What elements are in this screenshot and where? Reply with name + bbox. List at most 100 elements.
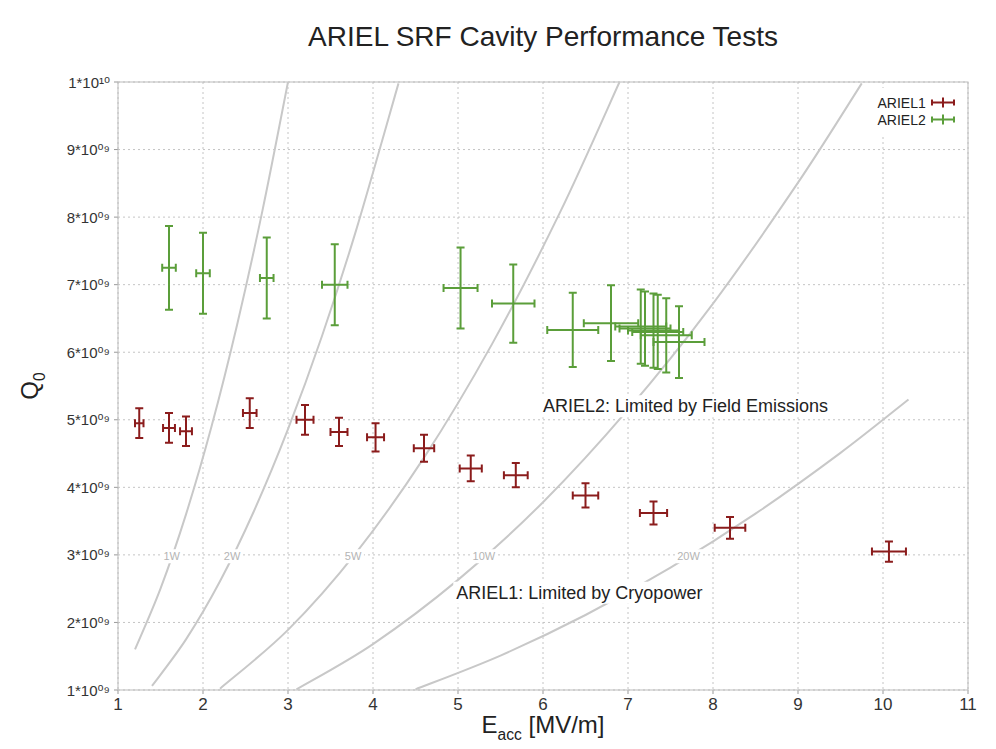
y-tick-label: 8*10⁰⁹ — [67, 209, 110, 226]
error-bar-x — [162, 264, 176, 272]
tick-y — [114, 82, 118, 83]
grid-line-x — [288, 82, 289, 690]
annotations: ARIEL2: Limited by Field Emissions ARIEL1… — [453, 395, 831, 603]
error-bar-x — [260, 274, 274, 282]
error-bar-x — [504, 471, 528, 479]
tick-y — [114, 217, 118, 218]
label-patch — [343, 549, 364, 563]
y-tick-label: 5*10⁰⁹ — [67, 411, 110, 428]
label-patch — [161, 549, 182, 563]
plot-frame — [118, 82, 968, 690]
tick-y — [114, 149, 118, 150]
error-bar-x — [872, 548, 906, 556]
label-patch — [222, 549, 243, 563]
title: ARIEL SRF Cavity Performance Tests — [308, 21, 778, 52]
text-part: Q — [16, 381, 43, 400]
error-bar-x — [641, 331, 692, 339]
text-part: [MV/m] — [522, 711, 605, 738]
error-bar-x — [180, 427, 192, 435]
power-line — [152, 83, 399, 686]
legend-swatch — [932, 98, 954, 108]
annotation-patch — [540, 395, 831, 417]
error-bar-x — [163, 424, 175, 432]
chart: 12345678910111*10⁰⁹2*10⁰⁹3*10⁰⁹4*10⁰⁹5*1… — [0, 0, 996, 749]
annotation: ARIEL1: Limited by Cryopower — [456, 583, 702, 603]
tick-x — [968, 690, 969, 694]
x-tick-label: 8 — [708, 695, 717, 714]
grid-line-y — [118, 554, 968, 555]
error-bar-x — [243, 409, 257, 417]
tick-x — [373, 690, 374, 694]
series-ariel2 — [162, 226, 704, 378]
error-bar-x — [297, 416, 314, 424]
legend-label: ARIEL2 — [878, 112, 926, 128]
x-tick-label: 5 — [453, 695, 462, 714]
power-line — [297, 83, 862, 689]
error-bar-x — [654, 338, 705, 346]
tick-x — [883, 690, 884, 694]
grid-line-x — [203, 82, 204, 690]
error-bar-x — [460, 464, 482, 472]
error-bar-x — [628, 327, 679, 335]
legend-box — [872, 88, 960, 134]
tick-x — [458, 690, 459, 694]
tick-x — [288, 690, 289, 694]
annotation-patch — [453, 582, 705, 604]
y-tick-label: 9*10⁰⁹ — [67, 141, 110, 158]
tick-y — [114, 352, 118, 353]
text-part: acc — [498, 726, 522, 743]
power-line-label: 10W — [473, 550, 496, 562]
y-tick-label: 4*10⁰⁹ — [67, 479, 110, 496]
error-bar-x — [715, 524, 746, 532]
power-line-labels: 1W2W5W10W20W — [161, 549, 702, 563]
y-tick-label: 3*10⁰⁹ — [67, 546, 110, 563]
y-tick-label: 1*10¹⁰ — [68, 74, 110, 91]
x-tick-label: 7 — [623, 695, 632, 714]
power-line-label: 5W — [345, 550, 362, 562]
error-bar-x — [196, 269, 210, 277]
annotation: ARIEL2: Limited by Field Emissions — [543, 396, 828, 416]
plot-area — [135, 82, 909, 689]
error-bar-x — [573, 491, 599, 499]
power-line-label: 2W — [224, 550, 241, 562]
grid-line-x — [883, 82, 884, 690]
y-tick-label: 6*10⁰⁹ — [67, 344, 110, 361]
tick-x — [798, 690, 799, 694]
tick-x — [118, 690, 119, 694]
grid-line-x — [798, 82, 799, 690]
error-bar-x — [135, 419, 144, 427]
series-ariel1 — [135, 398, 906, 561]
tick-labels: 12345678910111*10⁰⁹2*10⁰⁹3*10⁰⁹4*10⁰⁹5*1… — [67, 74, 977, 715]
y-tick-label: 2*10⁰⁹ — [67, 614, 110, 631]
label-patch — [471, 549, 498, 563]
power-line — [416, 400, 909, 690]
error-bar-x — [331, 428, 348, 436]
legend-swatch — [932, 115, 954, 125]
x-tick-label: 4 — [368, 695, 377, 714]
tick-y — [114, 487, 118, 488]
error-bar-y — [135, 408, 143, 438]
error-bar-x — [547, 326, 598, 334]
x-tick-label: 9 — [793, 695, 802, 714]
x-tick-label: 3 — [283, 695, 292, 714]
label-patch — [675, 549, 702, 563]
tick-x — [203, 690, 204, 694]
x-tick-label: 10 — [874, 695, 893, 714]
tick-y — [114, 284, 118, 285]
grid — [114, 82, 968, 694]
x-tick-label: 2 — [198, 695, 207, 714]
text-part: 0 — [31, 372, 48, 381]
error-bar-x — [414, 444, 434, 452]
x-axis-title: Eacc [MV/m] — [482, 711, 605, 743]
grid-line-y — [118, 487, 968, 488]
legend: ARIEL1ARIEL2 — [872, 88, 960, 134]
error-bar-x — [322, 281, 348, 289]
grid-line-y — [118, 352, 968, 353]
tick-x — [543, 690, 544, 694]
grid-line-y — [118, 149, 968, 150]
y-axis-title: Q0 — [16, 372, 48, 400]
error-bar-x — [444, 284, 478, 292]
background — [0, 0, 996, 749]
tick-y — [114, 419, 118, 420]
x-tick-label: 1 — [113, 695, 122, 714]
